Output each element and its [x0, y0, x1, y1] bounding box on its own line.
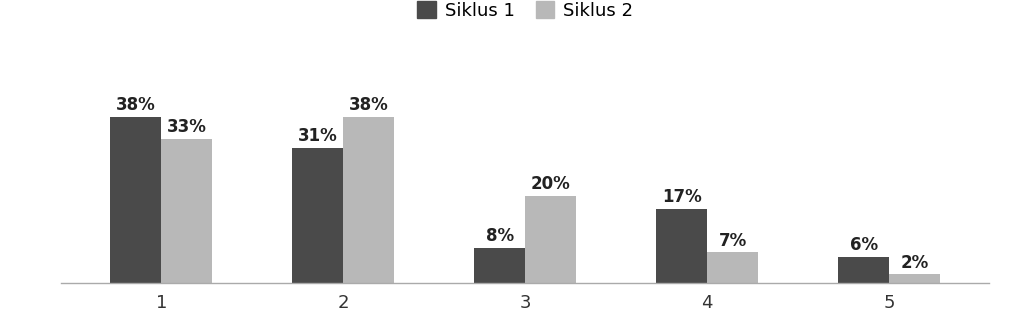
Text: 31%: 31% [298, 127, 337, 145]
Text: 38%: 38% [348, 96, 388, 114]
Bar [161, 139, 212, 283]
Text: 8%: 8% [485, 227, 514, 245]
Text: 6%: 6% [849, 236, 877, 254]
Legend: Siklus 1, Siklus 2: Siklus 1, Siklus 2 [410, 0, 640, 27]
Bar [655, 209, 706, 283]
Text: 2%: 2% [900, 254, 928, 272]
Text: 38%: 38% [116, 96, 156, 114]
Bar [889, 274, 940, 283]
Bar [474, 248, 525, 283]
Bar [343, 117, 394, 283]
Bar [525, 195, 576, 283]
Bar [110, 117, 161, 283]
Bar [838, 257, 889, 283]
Text: 7%: 7% [718, 232, 746, 250]
Bar [292, 148, 343, 283]
Text: 17%: 17% [661, 188, 701, 206]
Bar [706, 252, 757, 283]
Text: 20%: 20% [530, 175, 570, 193]
Text: 33%: 33% [167, 118, 207, 136]
